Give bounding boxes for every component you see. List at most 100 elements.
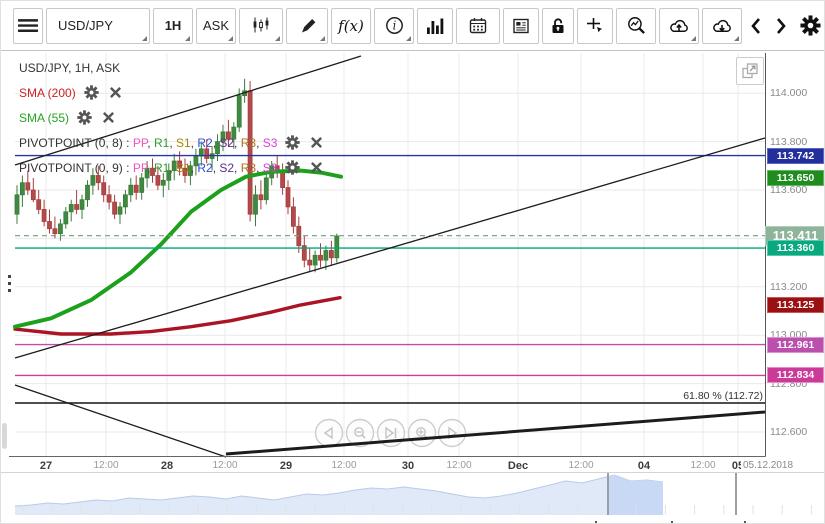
pivot8-close-icon[interactable] bbox=[308, 134, 325, 151]
panel-splitter-handle[interactable] bbox=[7, 270, 12, 296]
time-axis-label: 12:00 bbox=[331, 460, 357, 471]
draw-tools-button[interactable] bbox=[286, 7, 328, 44]
info-button[interactable]: i bbox=[374, 7, 414, 44]
sma55-label: SMA (55) bbox=[19, 110, 70, 125]
separator: , bbox=[234, 160, 241, 175]
left-scrollbar-thumb[interactable] bbox=[2, 423, 7, 449]
chart-zoom-out-button[interactable] bbox=[346, 419, 374, 447]
chevron-right-icon bbox=[777, 17, 786, 34]
pivot8-series-pp: PP bbox=[132, 135, 148, 150]
pivot9-settings-gear-icon[interactable] bbox=[284, 159, 301, 176]
calendar-button[interactable] bbox=[456, 7, 500, 44]
price-axis-label: 113.200 bbox=[770, 280, 808, 293]
separator: , bbox=[169, 160, 176, 175]
chart-zoom-in-button[interactable] bbox=[408, 419, 436, 447]
sma200-close-icon[interactable] bbox=[107, 84, 124, 101]
info-icon: i bbox=[385, 17, 403, 34]
timeframe-select[interactable]: 1H bbox=[153, 7, 193, 44]
upload-button[interactable] bbox=[659, 7, 699, 44]
price-level-badge: 112.834 bbox=[767, 367, 824, 384]
separator: , bbox=[212, 160, 220, 175]
pivot8-series-s3: S3 bbox=[262, 135, 278, 150]
pivot9-series-s1: S1 bbox=[175, 160, 191, 175]
legend-sma55-row: SMA (55) bbox=[19, 108, 325, 127]
sma200-label: SMA (200) bbox=[19, 85, 76, 100]
pivot8-label: PIVOTPOINT (0, 8) bbox=[19, 135, 123, 150]
pivot9-series-s2: S2 bbox=[219, 160, 235, 175]
zoom-chart-icon bbox=[627, 17, 645, 34]
crosshair-button[interactable] bbox=[577, 7, 613, 44]
volume-bars-icon bbox=[427, 18, 444, 34]
price-axis-label: 112.600 bbox=[770, 426, 808, 438]
download-button[interactable] bbox=[702, 7, 742, 44]
chevron-down-icon bbox=[185, 35, 190, 41]
price-axis-label: 114.000 bbox=[770, 87, 808, 100]
chevron-down-icon bbox=[228, 35, 233, 41]
time-axis-label: 12:00 bbox=[93, 460, 119, 471]
crosshair-icon bbox=[587, 17, 603, 32]
price-side-select[interactable]: ASK bbox=[196, 7, 236, 44]
sma55-settings-gear-icon[interactable] bbox=[76, 109, 93, 126]
chevron-down-icon bbox=[406, 35, 411, 41]
chevron-down-icon bbox=[320, 35, 325, 41]
sma200-settings-gear-icon[interactable] bbox=[83, 84, 100, 101]
separator: , bbox=[256, 160, 263, 175]
cloud-download-icon bbox=[713, 19, 731, 32]
settings-button[interactable] bbox=[795, 7, 824, 44]
price-level-badge: 113.650 bbox=[767, 169, 824, 186]
time-axis-label: 12:00 bbox=[212, 460, 238, 471]
lock-open-icon bbox=[552, 17, 564, 33]
indicators-button[interactable]: f(x) bbox=[331, 7, 371, 44]
back-button[interactable] bbox=[745, 7, 767, 44]
time-axis-label: 27 bbox=[39, 460, 53, 472]
price-axis-label: 113.800 bbox=[770, 135, 808, 148]
pivot8-series-s2: S2 bbox=[219, 135, 235, 150]
scrollbar-dot bbox=[671, 521, 673, 523]
pivot9-label: PIVOTPOINT (0, 9) bbox=[19, 160, 123, 175]
sma55-close-icon[interactable] bbox=[100, 109, 117, 126]
lock-button[interactable] bbox=[542, 7, 574, 44]
separator: , bbox=[147, 135, 154, 150]
separator: , bbox=[147, 160, 154, 175]
separator: , bbox=[212, 135, 220, 150]
price-level-badge: 113.360 bbox=[767, 240, 824, 257]
volume-button[interactable] bbox=[417, 7, 453, 44]
chevron-down-icon bbox=[142, 35, 147, 41]
pivot9-close-icon[interactable] bbox=[308, 159, 325, 176]
separator: , bbox=[234, 135, 241, 150]
time-axis-label: 12:00 bbox=[568, 460, 594, 471]
chart-pan-left-button[interactable] bbox=[315, 419, 343, 447]
chevron-down-icon bbox=[691, 35, 696, 41]
separator: , bbox=[190, 160, 198, 175]
pivot9-series-r2: R2 bbox=[197, 160, 213, 175]
legend-pivot8-row: PIVOTPOINT (0, 8) : PP, R1, S1, R2, S2, … bbox=[19, 133, 325, 152]
price-level-badge: 113.742 bbox=[767, 147, 824, 164]
navigator-right-handle[interactable] bbox=[733, 473, 739, 515]
zoom-button[interactable] bbox=[616, 7, 656, 44]
pivot8-series-r3: R3 bbox=[240, 135, 257, 150]
popout-window-button[interactable] bbox=[736, 57, 764, 85]
symbol-select[interactable]: USD/JPY bbox=[46, 7, 150, 44]
candlestick-icon bbox=[253, 17, 269, 33]
timeframe-label: 1H bbox=[164, 18, 182, 33]
pivot8-series-s1: S1 bbox=[175, 135, 191, 150]
chart-go-to-end-button[interactable] bbox=[377, 419, 405, 447]
chart-type-button[interactable] bbox=[239, 7, 283, 44]
symbol-label: USD/JPY bbox=[58, 18, 113, 33]
chevron-left-icon bbox=[751, 17, 760, 34]
chart-legend: USD/JPY, 1H, ASK SMA (200) SMA (55) PIVO… bbox=[19, 58, 325, 183]
pencil-icon bbox=[301, 19, 315, 33]
menu-button[interactable] bbox=[13, 7, 43, 44]
time-axis-label: 30 bbox=[401, 460, 415, 472]
scrollbar-dot bbox=[744, 521, 746, 523]
cloud-upload-icon bbox=[670, 19, 688, 32]
price-side-label: ASK bbox=[202, 18, 229, 33]
forward-button[interactable] bbox=[770, 7, 792, 44]
chart-pan-right-button[interactable] bbox=[438, 419, 466, 447]
pivot8-settings-gear-icon[interactable] bbox=[284, 134, 301, 151]
news-button[interactable] bbox=[503, 7, 539, 44]
pivot9-series-pp: PP bbox=[132, 160, 148, 175]
navigator-left-handle[interactable] bbox=[605, 473, 611, 515]
